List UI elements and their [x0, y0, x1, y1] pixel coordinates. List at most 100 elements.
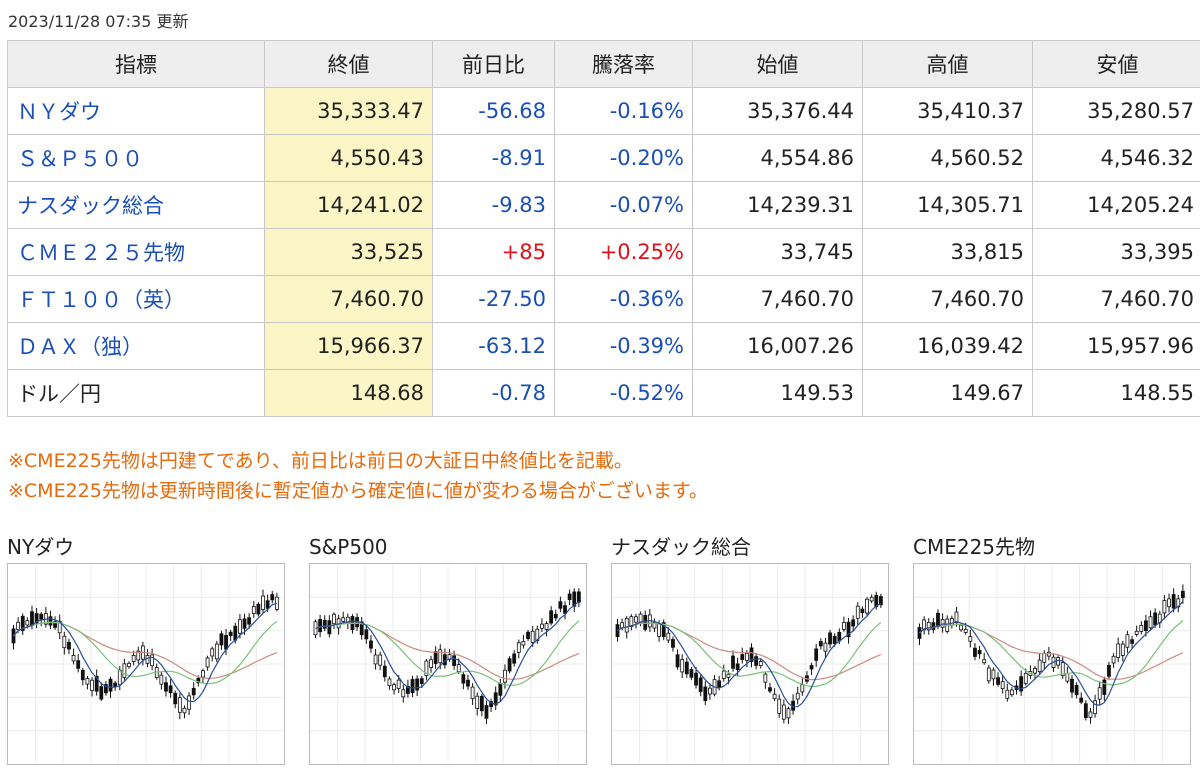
rate-value: -0.20%: [554, 134, 693, 182]
candle-body: [1144, 620, 1148, 631]
candle-body: [940, 618, 945, 628]
candle-body: [1033, 668, 1037, 674]
candle-body: [1116, 643, 1121, 658]
candle-body: [322, 619, 327, 629]
chart-sp500[interactable]: S&P500: [309, 534, 587, 765]
candle-body: [1171, 594, 1176, 609]
change-value: -56.68: [432, 87, 555, 135]
candle-body: [341, 617, 346, 622]
candle-body: [744, 653, 749, 661]
candle-body: [1005, 689, 1010, 699]
candlestick-chart[interactable]: [913, 563, 1191, 765]
candle-body: [1065, 673, 1070, 682]
candle-body: [182, 707, 187, 714]
candle-body: [261, 595, 265, 610]
open-value: 14,239.31: [692, 181, 863, 229]
indicator-name[interactable]: ＣＭＥ２２５先物: [7, 228, 265, 276]
candle-body: [387, 678, 392, 687]
moving-average-short: [13, 602, 278, 703]
chart-title: NYダウ: [7, 535, 75, 559]
candlestick-chart[interactable]: [7, 563, 285, 765]
indicator-name: ドル／円: [7, 369, 265, 417]
rate-value: -0.52%: [554, 369, 693, 417]
candle-body: [228, 631, 233, 637]
candle-body: [1102, 679, 1107, 695]
open-value: 149.53: [692, 369, 863, 417]
high-value: 16,039.42: [862, 322, 1033, 370]
candle-body: [1120, 643, 1125, 656]
candle-body: [818, 641, 823, 647]
candle-body: [415, 678, 420, 691]
candle-body: [851, 619, 856, 627]
candle-body: [318, 619, 323, 633]
rate-value: -0.39%: [554, 322, 693, 370]
candle-body: [1070, 678, 1074, 693]
candle-body: [846, 621, 851, 638]
change-value: -8.91: [432, 134, 555, 182]
chart-nasdaq[interactable]: ナスダック総合: [611, 534, 889, 765]
candle-body: [698, 677, 703, 692]
chart-nydow[interactable]: NYダウ: [7, 534, 285, 765]
candle-body: [196, 677, 201, 684]
candle-body: [187, 695, 191, 710]
candle-body: [530, 630, 535, 643]
candle-body: [1093, 700, 1097, 715]
candle-body: [265, 600, 270, 609]
candle-body: [62, 635, 67, 649]
candle-body: [708, 687, 712, 695]
candle-body: [424, 660, 429, 676]
candle-body: [624, 617, 629, 633]
close-value: 33,525: [264, 228, 433, 276]
indicator-name[interactable]: ナスダック総合: [7, 181, 265, 229]
candle-body: [382, 665, 387, 678]
candle-body: [842, 622, 846, 630]
candle-body: [703, 686, 708, 701]
indicator-name[interactable]: ＮＹダウ: [7, 87, 265, 135]
moving-average-mid: [315, 620, 580, 686]
candle-body: [878, 596, 883, 606]
candle-body: [643, 615, 648, 630]
high-value: 7,460.70: [862, 275, 1033, 323]
candle-body: [498, 683, 503, 696]
candle-body: [214, 643, 219, 660]
candle-body: [369, 640, 373, 649]
candle-body: [986, 667, 991, 682]
candle-body: [493, 692, 498, 706]
candle-body: [438, 649, 443, 664]
candle-body: [1019, 676, 1024, 692]
low-value: 35,280.57: [1032, 87, 1200, 135]
chart-cme225[interactable]: CME225先物: [913, 534, 1191, 765]
candle-body: [34, 613, 39, 624]
candle-body: [1023, 673, 1028, 684]
candle-body: [823, 642, 828, 652]
candle-body: [136, 650, 141, 661]
moving-average-mid: [617, 621, 882, 688]
rate-value: -0.07%: [554, 181, 693, 229]
candle-body: [735, 663, 740, 670]
candle-body: [832, 635, 837, 644]
candle-body: [164, 682, 168, 692]
moving-average-short: [919, 601, 1184, 706]
candle-body: [94, 675, 99, 692]
high-value: 35,410.37: [862, 87, 1033, 135]
candle-body: [205, 657, 210, 668]
indicator-name[interactable]: ＦＴ１００（英）: [7, 275, 265, 323]
candlestick-chart[interactable]: [309, 563, 587, 765]
indicator-name[interactable]: ＤＡＸ（独）: [7, 322, 265, 370]
candle-body: [30, 611, 34, 626]
change-value: -63.12: [432, 322, 555, 370]
candle-body: [359, 621, 364, 636]
indicator-name[interactable]: Ｓ＆Ｐ５００: [7, 134, 265, 182]
candlestick-chart[interactable]: [611, 563, 889, 765]
candle-body: [516, 642, 521, 653]
candle-body: [558, 601, 563, 609]
candle-body: [680, 658, 685, 673]
candle-body: [814, 648, 819, 661]
candle-body: [67, 641, 71, 650]
candle-body: [576, 591, 581, 603]
table-row: ナスダック総合 14,241.02 -9.83 -0.07% 14,239.31 14,3…: [7, 181, 1200, 229]
moving-average-long: [919, 623, 1184, 680]
candle-body: [694, 672, 698, 686]
candle-body: [80, 669, 85, 681]
candle-body: [869, 596, 874, 602]
